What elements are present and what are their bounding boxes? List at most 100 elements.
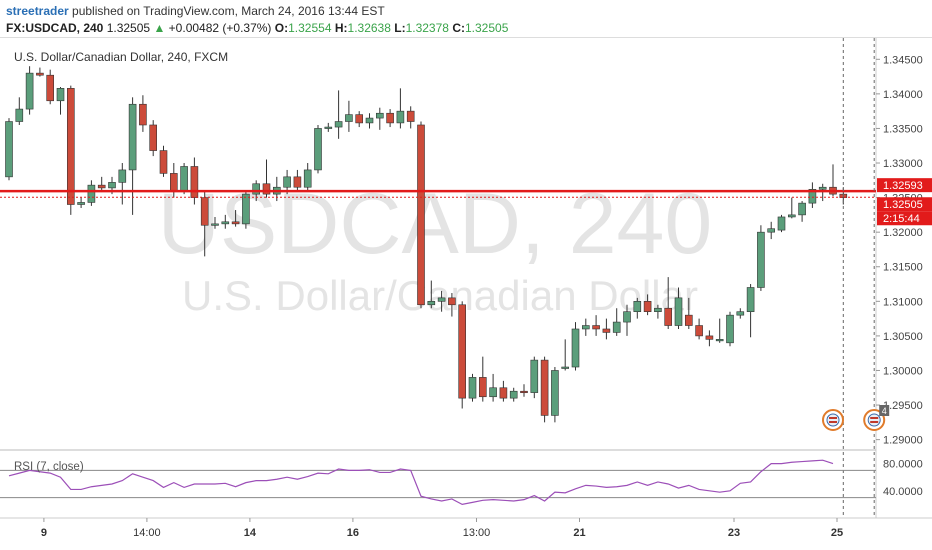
axis-background xyxy=(876,38,932,550)
candle-up xyxy=(283,176,291,188)
candle-up xyxy=(571,328,580,368)
last-price: 1.32505 xyxy=(106,21,151,35)
candle-down xyxy=(355,114,364,124)
price-tick-label: 1.34000 xyxy=(883,89,923,101)
candle-down xyxy=(705,335,714,340)
candle-up xyxy=(787,214,796,218)
candle-up xyxy=(303,169,312,188)
candle-up xyxy=(375,112,384,119)
candle-up xyxy=(612,321,621,333)
candle-down xyxy=(499,387,508,399)
price-tick-label: 1.30000 xyxy=(883,365,923,377)
price-change: +0.00482 (+0.37%) xyxy=(168,21,272,35)
candle-down xyxy=(592,325,600,330)
candle-up xyxy=(334,121,343,128)
time-tick-label: 25 xyxy=(831,527,843,539)
candle-down xyxy=(293,176,302,188)
publish-info: streetrader published on TradingView.com… xyxy=(6,2,385,20)
price-chart[interactable]: USDCAD, 240 U.S. Dollar/Canadian Dollar … xyxy=(0,38,932,550)
candle-up xyxy=(5,121,13,178)
candle-down xyxy=(67,88,75,205)
flag-stripe xyxy=(829,417,837,419)
candle-down xyxy=(139,103,147,126)
event-count: 4 xyxy=(882,406,887,416)
time-tick-label: 9 xyxy=(41,527,47,539)
candle-down xyxy=(36,72,44,76)
up-arrow-icon: ▲ xyxy=(153,21,166,35)
candle-down xyxy=(170,173,178,191)
candle-up xyxy=(581,325,590,330)
candle-up xyxy=(530,359,539,393)
time-tick-label: 23 xyxy=(728,527,740,539)
candle-down xyxy=(149,124,157,151)
candle-up xyxy=(324,126,333,129)
candle-up xyxy=(798,202,806,216)
price-label-countdown: 2:15:44 xyxy=(883,213,920,225)
flag-stripe xyxy=(870,417,879,419)
candle-down xyxy=(97,184,106,189)
events-layer[interactable]: 4 xyxy=(822,405,890,431)
candle-up xyxy=(674,297,683,326)
candle-up xyxy=(623,311,631,323)
price-tick-label: 1.29000 xyxy=(883,435,923,447)
candle-up xyxy=(242,193,250,225)
candle-up xyxy=(746,287,755,312)
candle-up xyxy=(25,72,34,110)
low-label: L: xyxy=(394,21,406,35)
candle-down xyxy=(540,359,549,416)
candle-down xyxy=(159,150,168,174)
candle-down xyxy=(684,314,693,326)
flag-inner xyxy=(867,413,881,427)
price-tick-label: 1.31500 xyxy=(883,262,923,274)
high-label: H: xyxy=(334,21,348,35)
time-tick-label: 13:00 xyxy=(463,527,491,539)
price-label-box xyxy=(877,178,932,193)
symbol-label: FX:USDCAD, 240 xyxy=(6,21,104,35)
candle-down xyxy=(602,328,611,333)
candle-down xyxy=(458,304,467,399)
candle-up xyxy=(180,166,188,191)
candle-down xyxy=(643,301,652,312)
price-tick-label: 1.32000 xyxy=(883,227,923,239)
price-lines-layer: 1.32593 1.32505 2:15:44 xyxy=(0,38,932,518)
price-tick-label: 1.34500 xyxy=(883,54,923,66)
event-count-badge xyxy=(879,405,890,416)
candle-up xyxy=(715,339,724,342)
candles-layer xyxy=(5,66,848,423)
watermark-name: U.S. Dollar/Canadian Dollar xyxy=(182,272,698,319)
publish-note: published on TradingView.com, March 24, … xyxy=(68,4,385,18)
candle-down xyxy=(190,166,199,198)
candle-up xyxy=(365,117,374,124)
candle-up xyxy=(87,184,96,203)
candle-down xyxy=(695,325,703,337)
chart-grid xyxy=(0,38,932,550)
candle-up xyxy=(808,188,817,204)
candle-up xyxy=(633,301,642,312)
open-value: 1.32554 xyxy=(288,21,332,35)
price-tick-label: 1.30500 xyxy=(883,331,923,343)
price-tick-label: 1.33000 xyxy=(883,158,923,170)
time-tick-label: 16 xyxy=(347,527,359,539)
price-label-box xyxy=(877,197,932,212)
candle-up xyxy=(396,110,405,124)
candle-up xyxy=(345,114,353,122)
high-value: 1.32638 xyxy=(347,21,391,35)
rsi-pane: 80.0000 40.0000 xyxy=(0,459,923,506)
publisher-username[interactable]: streetrader xyxy=(6,4,69,18)
candle-up xyxy=(654,307,662,312)
time-axis[interactable]: 9 14:00 14 16 13:00 21 23 25 xyxy=(41,518,843,539)
candle-up xyxy=(468,377,477,399)
open-label: O: xyxy=(274,21,289,35)
rsi-tick-label: 80.0000 xyxy=(883,459,923,471)
candle-up xyxy=(77,202,85,205)
rsi-tick-label: 40.0000 xyxy=(883,486,923,498)
flag-stripe xyxy=(870,421,879,423)
price-tick-label: 1.33500 xyxy=(883,123,923,135)
candle-up xyxy=(767,228,776,233)
candle-up xyxy=(736,311,745,316)
candle-up xyxy=(252,183,260,195)
flag-stripe xyxy=(829,421,837,423)
close-label: C: xyxy=(452,21,465,35)
candle-up xyxy=(221,221,230,225)
candle-up xyxy=(118,169,127,183)
